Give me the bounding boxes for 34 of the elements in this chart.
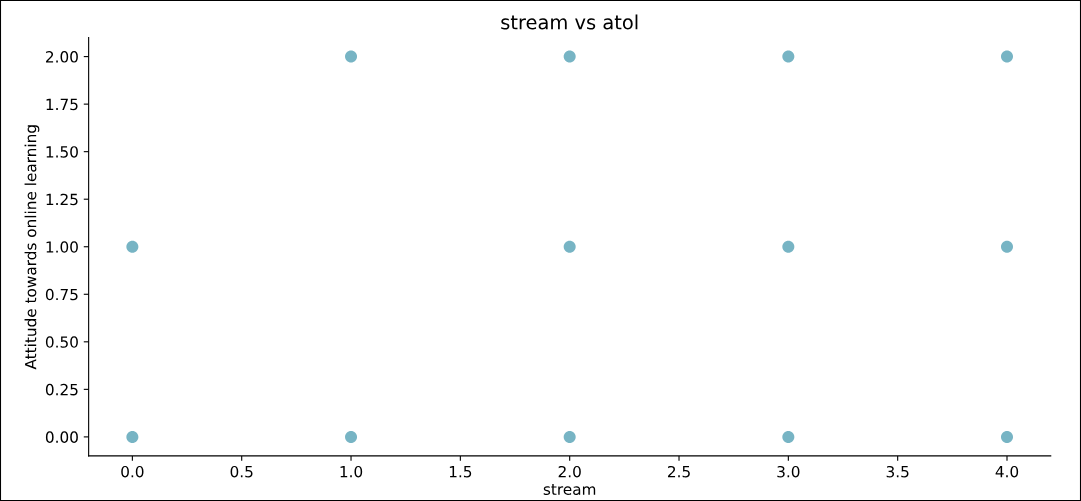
y-tick-label: 0.75: [45, 288, 78, 301]
y-tick-label: 1.00: [46, 241, 78, 253]
x-tick-label: 0.5: [230, 465, 253, 478]
y-tick-label: 2.00: [46, 51, 78, 63]
point: [782, 240, 795, 253]
point: [563, 430, 576, 443]
x-tick-label: 3.0: [777, 465, 800, 478]
point: [345, 430, 358, 443]
y-tick-label: 1.75: [46, 98, 78, 111]
y-tick-label: 0.25: [45, 383, 78, 396]
y-tick-label: 1.50: [46, 146, 78, 158]
x-tick-label: 1.0: [340, 465, 363, 478]
x-axis-title: stream: [543, 484, 596, 496]
point: [1000, 240, 1014, 253]
x-tick-label: 4.0: [995, 465, 1019, 478]
point: [1000, 50, 1014, 63]
point: [563, 50, 576, 63]
point: [563, 240, 576, 253]
x-tick-label: 2.0: [558, 465, 581, 478]
y-tick-label: 0.00: [45, 431, 78, 443]
chart-title: stream vs atol: [501, 14, 638, 30]
point: [345, 50, 358, 63]
x-tick-label: 3.5: [886, 465, 909, 478]
point: [1000, 430, 1014, 443]
point: [782, 50, 795, 63]
y-axis-title: Attitude towards online learning: [24, 125, 40, 370]
point: [126, 240, 139, 253]
y-tick-label: 0.50: [45, 336, 78, 348]
x-tick-label: 1.5: [449, 466, 472, 478]
y-tick-label: 1.25: [46, 193, 78, 206]
point: [126, 430, 139, 443]
x-tick-label: 2.5: [667, 465, 690, 478]
point: [782, 430, 795, 443]
x-tick-label: 0.0: [121, 465, 144, 478]
